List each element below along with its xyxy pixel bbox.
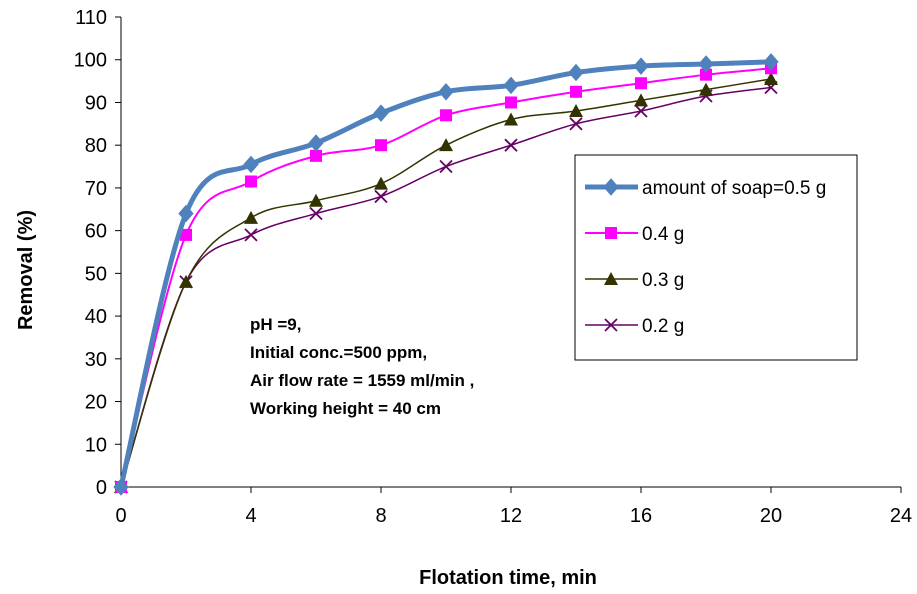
data-point-diamond — [633, 57, 649, 75]
series-group — [113, 53, 779, 496]
series-group — [114, 71, 778, 493]
data-point-triangle — [634, 93, 648, 107]
data-point-triangle — [374, 176, 388, 190]
annotation-line: pH =9, — [250, 315, 302, 334]
data-point-square — [635, 77, 647, 90]
data-point-square — [605, 227, 617, 239]
y-axis-title: Removal (%) — [15, 210, 37, 330]
data-point-square — [310, 149, 322, 162]
data-point-square — [375, 139, 387, 152]
data-point-x — [439, 159, 453, 174]
y-tick-label: 10 — [85, 434, 107, 456]
series-line — [120, 78, 772, 488]
data-point-diamond — [568, 63, 584, 82]
data-point-square — [440, 109, 452, 122]
data-point-triangle — [309, 193, 323, 207]
y-tick-label: 0 — [96, 477, 107, 499]
data-point-triangle — [604, 272, 618, 285]
x-axis-title: Flotation time, min — [419, 567, 597, 589]
legend-label: amount of soap=0.5 g — [642, 178, 826, 199]
x-tick-label: 4 — [245, 505, 256, 527]
data-point-diamond — [698, 55, 714, 73]
y-tick-label: 40 — [85, 306, 107, 328]
data-point-diamond — [308, 134, 324, 152]
data-point-square — [570, 85, 582, 98]
y-tick-label: 100 — [74, 50, 107, 72]
data-point-diamond — [438, 83, 454, 101]
data-point-diamond — [113, 478, 129, 496]
data-point-x — [309, 206, 323, 221]
y-tick-label: 110 — [75, 7, 107, 29]
y-tick-label: 90 — [85, 92, 107, 114]
data-point-triangle — [699, 82, 713, 96]
data-point-triangle — [439, 138, 453, 152]
x-tick-label: 0 — [115, 505, 126, 527]
data-point-x — [634, 104, 648, 118]
data-point-square — [245, 175, 257, 188]
series-line — [120, 86, 772, 488]
y-tick-label: 70 — [85, 178, 107, 200]
data-point-square — [700, 68, 712, 81]
x-tick-label: 8 — [375, 505, 386, 527]
data-point-triangle — [569, 104, 583, 117]
series-layer — [113, 53, 779, 496]
y-tick-label: 30 — [85, 349, 107, 371]
data-point-diamond — [763, 53, 779, 71]
conditions-annotation: pH =9, Initial conc.=500 ppm, Air flow r… — [250, 315, 474, 418]
data-point-x — [569, 117, 583, 131]
data-point-triangle — [764, 71, 778, 85]
data-point-diamond — [603, 178, 619, 196]
data-point-square — [180, 228, 192, 241]
legend-label: 0.2 g — [642, 316, 684, 337]
data-point-diamond — [178, 204, 194, 223]
legend-label: 0.3 g — [642, 270, 684, 291]
data-point-triangle — [504, 112, 518, 126]
y-tick-label: 80 — [85, 135, 107, 157]
x-tick-label: 12 — [500, 505, 522, 527]
data-point-diamond — [243, 155, 259, 174]
data-point-x — [374, 189, 388, 204]
x-tick-label: 16 — [630, 505, 652, 527]
annotation-line: Initial conc.=500 ppm, — [250, 343, 427, 362]
data-point-square — [505, 96, 517, 109]
data-point-x — [244, 228, 258, 242]
y-tick-label: 20 — [85, 392, 107, 414]
annotation-line: Working height = 40 cm — [250, 399, 441, 418]
y-tick-label: 60 — [85, 221, 107, 243]
axes: 0 10 20 30 40 50 60 70 80 90 100 110 0 4 8 12 16 20 24 — [74, 7, 913, 527]
annotation-line: Air flow rate = 1559 ml/min , — [250, 371, 474, 390]
x-tick-label: 24 — [890, 505, 912, 527]
data-point-triangle — [244, 210, 258, 224]
x-tick-label: 20 — [760, 505, 782, 527]
data-point-diamond — [373, 104, 389, 122]
legend: amount of soap=0.5 g 0.4 g 0.3 g 0.2 g — [574, 154, 858, 361]
data-point-x — [604, 318, 618, 332]
data-point-x — [504, 138, 518, 152]
data-point-triangle — [179, 274, 193, 288]
data-point-diamond — [503, 76, 519, 95]
y-tick-label: 50 — [85, 263, 107, 285]
legend-label: 0.4 g — [642, 224, 684, 245]
